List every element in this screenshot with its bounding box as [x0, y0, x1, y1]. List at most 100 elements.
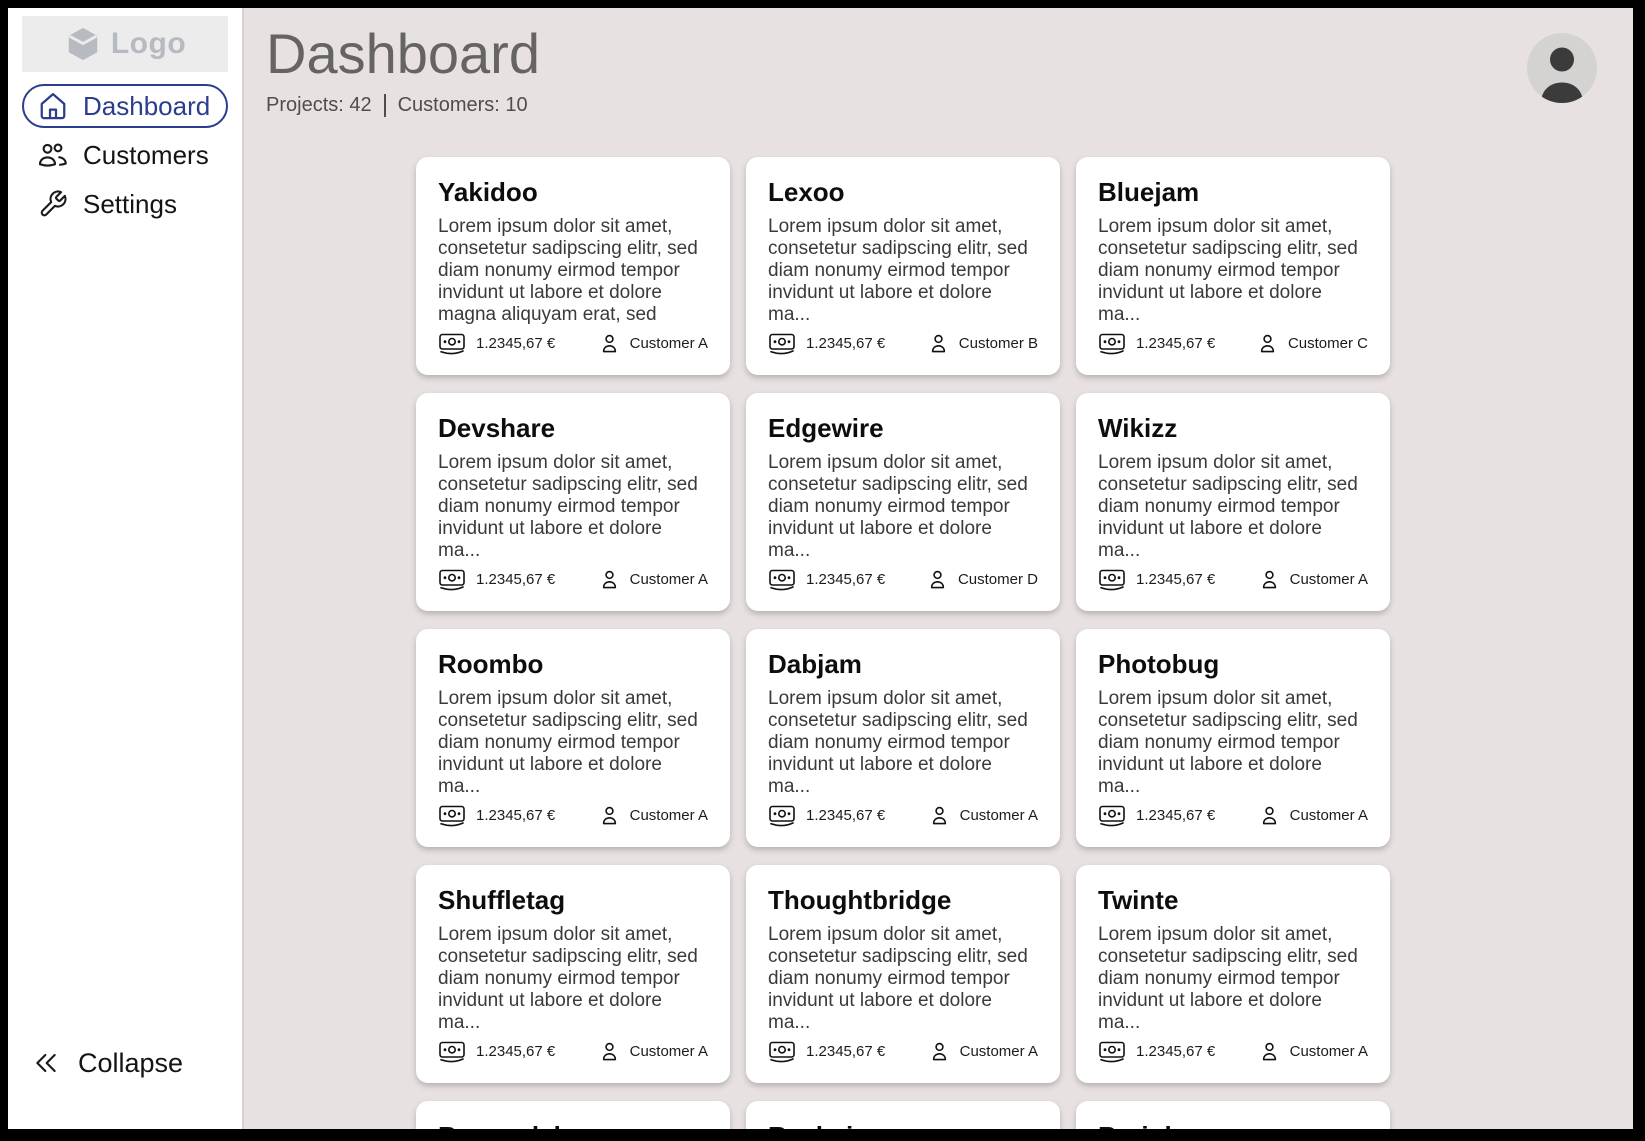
project-description: Lorem ipsum dolor sit amet, consetetur s…	[768, 924, 1028, 1034]
project-description: Lorem ipsum dolor sit amet, consetetur s…	[438, 924, 698, 1034]
project-amount: 1.2345,67 €	[476, 1042, 556, 1060]
project-amount-group: 1.2345,67 €	[768, 567, 885, 591]
project-title: Devshare	[438, 413, 556, 444]
project-card[interactable]: Shuffletag Lorem ipsum dolor sit amet, c…	[416, 865, 730, 1084]
project-amount: 1.2345,67 €	[476, 570, 556, 588]
project-customer-group: Customer A	[599, 332, 708, 355]
project-customer: Customer A	[629, 1042, 708, 1060]
banknote-icon	[438, 331, 466, 355]
banknote-icon	[1098, 803, 1126, 827]
project-card[interactable]: Wikizz Lorem ipsum dolor sit amet, conse…	[1076, 393, 1390, 612]
project-description: Lorem ipsum dolor sit amet, consetetur s…	[768, 688, 1028, 798]
sidebar-item-settings[interactable]: Settings	[22, 182, 228, 226]
stats-bar: Projects: 42 Customers: 10	[266, 94, 1633, 118]
double-chevron-left-icon	[30, 1047, 62, 1079]
project-card[interactable]: Roombo Lorem ipsum dolor sit amet, conse…	[416, 629, 730, 848]
project-customer: Customer D	[957, 570, 1038, 588]
sidebar-item-customers[interactable]: Customers	[22, 133, 228, 177]
project-card[interactable]: Photobug Lorem ipsum dolor sit amet, con…	[1076, 629, 1390, 848]
projects-count: Projects: 42	[266, 94, 372, 117]
person-icon	[1259, 804, 1280, 827]
project-customer: Customer A	[1289, 570, 1368, 588]
project-title: Thoughtbridge	[768, 885, 952, 916]
project-card[interactable]: Twinte Lorem ipsum dolor sit amet, conse…	[1076, 865, 1390, 1084]
project-amount-group: 1.2345,67 €	[1098, 803, 1215, 827]
banknote-icon	[438, 803, 466, 827]
sidebar-nav: Dashboard Customers	[22, 84, 228, 231]
project-title: Brainbox	[1098, 1121, 1368, 1129]
project-card[interactable]: Brainbox	[1076, 1101, 1390, 1129]
project-title: Twinte	[1098, 885, 1179, 916]
project-amount: 1.2345,67 €	[806, 570, 886, 588]
project-title: Photobug	[1098, 649, 1220, 680]
project-title: Lexoo	[768, 177, 845, 208]
person-icon	[1257, 332, 1278, 355]
person-icon	[599, 332, 620, 355]
project-description: Lorem ipsum dolor sit amet, consetetur s…	[1098, 924, 1358, 1034]
project-title: Bluejam	[1098, 177, 1200, 208]
project-customer-group: Customer A	[1259, 1040, 1368, 1063]
collapse-button[interactable]: Collapse	[22, 1047, 228, 1079]
project-amount-group: 1.2345,67 €	[1098, 1039, 1215, 1063]
person-icon	[929, 804, 950, 827]
project-card[interactable]: Browselab	[416, 1101, 730, 1129]
project-amount: 1.2345,67 €	[806, 1042, 886, 1060]
sidebar-item-dashboard[interactable]: Dashboard	[22, 84, 228, 128]
cube-icon	[64, 25, 102, 63]
project-customer-group: Customer A	[599, 804, 708, 827]
project-customer: Customer C	[1287, 334, 1368, 352]
project-card[interactable]: Edgewire Lorem ipsum dolor sit amet, con…	[746, 393, 1060, 612]
project-card[interactable]: Dabjam Lorem ipsum dolor sit amet, conse…	[746, 629, 1060, 848]
project-amount: 1.2345,67 €	[1136, 806, 1216, 824]
banknote-icon	[768, 331, 796, 355]
avatar[interactable]	[1527, 33, 1597, 103]
project-card-footer: 1.2345,67 € Customer A	[438, 803, 708, 827]
project-card[interactable]: Realmix	[746, 1101, 1060, 1129]
people-icon	[38, 140, 68, 170]
project-amount-group: 1.2345,67 €	[1098, 567, 1215, 591]
person-icon	[599, 568, 620, 591]
project-card[interactable]: Devshare Lorem ipsum dolor sit amet, con…	[416, 393, 730, 612]
project-amount-group: 1.2345,67 €	[768, 331, 885, 355]
project-title: Yakidoo	[438, 177, 538, 208]
banknote-icon	[438, 567, 466, 591]
collapse-label: Collapse	[78, 1047, 184, 1078]
project-card-footer: 1.2345,67 € Customer A	[438, 567, 708, 591]
banknote-icon	[1098, 1039, 1126, 1063]
person-icon	[927, 568, 948, 591]
project-description: Lorem ipsum dolor sit amet, consetetur s…	[438, 688, 698, 798]
project-amount: 1.2345,67 €	[806, 806, 886, 824]
project-customer-group: Customer A	[1259, 804, 1368, 827]
project-description: Lorem ipsum dolor sit amet, consetetur s…	[1098, 688, 1358, 798]
project-card[interactable]: Lexoo Lorem ipsum dolor sit amet, conset…	[746, 157, 1060, 376]
person-icon	[929, 1040, 950, 1063]
project-card-footer: 1.2345,67 € Customer A	[768, 1039, 1038, 1063]
person-icon	[928, 332, 949, 355]
sidebar-item-label: Settings	[83, 188, 177, 219]
project-title: Shuffletag	[438, 885, 566, 916]
project-amount-group: 1.2345,67 €	[438, 567, 555, 591]
project-customer-group: Customer A	[1259, 568, 1368, 591]
project-amount: 1.2345,67 €	[1136, 570, 1216, 588]
project-card-footer: 1.2345,67 € Customer A	[438, 331, 708, 355]
project-card[interactable]: Yakidoo Lorem ipsum dolor sit amet, cons…	[416, 157, 730, 376]
project-amount: 1.2345,67 €	[476, 806, 556, 824]
project-card-footer: 1.2345,67 € Customer B	[768, 331, 1038, 355]
project-card[interactable]: Bluejam Lorem ipsum dolor sit amet, cons…	[1076, 157, 1390, 376]
project-customer-group: Customer B	[928, 332, 1038, 355]
project-customer: Customer A	[629, 570, 708, 588]
project-card-footer: 1.2345,67 € Customer A	[1098, 1039, 1368, 1063]
project-description: Lorem ipsum dolor sit amet, consetetur s…	[1098, 452, 1358, 562]
person-icon	[1259, 1040, 1280, 1063]
sidebar: Logo Dashboard	[8, 8, 244, 1129]
project-amount-group: 1.2345,67 €	[768, 1039, 885, 1063]
banknote-icon	[1098, 567, 1126, 591]
project-title: Realmix	[768, 1121, 1038, 1129]
sidebar-item-label: Customers	[83, 139, 209, 170]
project-amount-group: 1.2345,67 €	[1098, 331, 1215, 355]
project-card-footer: 1.2345,67 € Customer A	[438, 1039, 708, 1063]
project-customer-group: Customer A	[599, 1040, 708, 1063]
banknote-icon	[438, 1039, 466, 1063]
project-card[interactable]: Thoughtbridge Lorem ipsum dolor sit amet…	[746, 865, 1060, 1084]
project-customer: Customer A	[1289, 1042, 1368, 1060]
